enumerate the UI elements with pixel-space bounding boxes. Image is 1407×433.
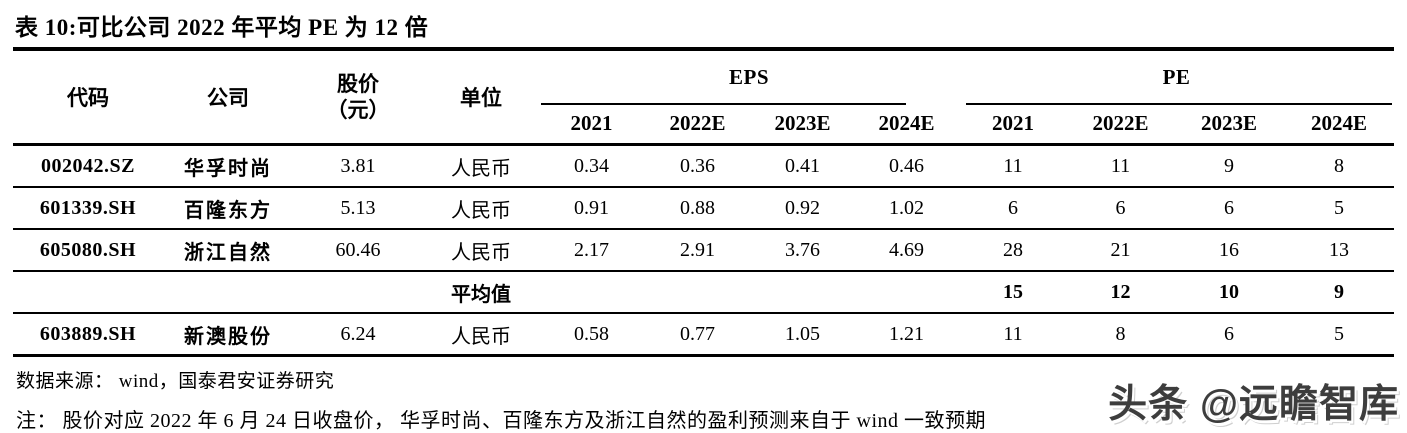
column-header-pe-2024e: 2024E bbox=[1284, 104, 1395, 146]
pe-cell: 8 bbox=[1284, 144, 1395, 188]
eps-cell: 2.91 bbox=[644, 229, 751, 272]
eps-cell: 1.02 bbox=[854, 187, 960, 230]
eps-cell: 0.88 bbox=[644, 187, 751, 230]
column-group-eps: EPS bbox=[539, 51, 959, 105]
column-group-pe: PE bbox=[959, 51, 1394, 105]
column-header-eps-2024e: 2024E bbox=[854, 104, 960, 146]
pe-cell: 5 bbox=[1284, 187, 1395, 230]
eps-cell: 0.34 bbox=[539, 144, 644, 188]
pe-cell: 11 bbox=[959, 144, 1068, 188]
unit-cell: 人民币 bbox=[423, 144, 539, 188]
table-row-bailong: 601339.SH 百隆东方 5.13 人民币 0.91 0.88 0.92 1… bbox=[13, 187, 1395, 230]
header-row-years: 2021 2022E 2023E 2024E 2021 2022E 2023E … bbox=[13, 104, 1395, 146]
pe-cell: 28 bbox=[959, 229, 1068, 272]
code-cell: 603889.SH bbox=[13, 313, 163, 357]
table-row-zhejiang: 605080.SH 浙江自然 60.46 人民币 2.17 2.91 3.76 … bbox=[13, 229, 1395, 272]
code-cell: 605080.SH bbox=[13, 229, 163, 272]
pe-cell: 6 bbox=[959, 187, 1068, 230]
pe-cell: 11 bbox=[1067, 144, 1175, 188]
column-header-pe-2022e: 2022E bbox=[1067, 104, 1175, 146]
data-source-text: 数据来源： wind，国泰君安证券研究 bbox=[16, 371, 335, 392]
pe-cell: 6 bbox=[1067, 187, 1175, 230]
unit-cell: 人民币 bbox=[423, 187, 539, 230]
column-header-pe-2023e: 2023E bbox=[1174, 104, 1285, 146]
table-title: 表 10:可比公司 2022 年平均 PE 为 12 倍 bbox=[15, 15, 429, 40]
unit-cell: 人民币 bbox=[423, 313, 539, 357]
pe-cell: 16 bbox=[1174, 229, 1285, 272]
code-cell: 002042.SZ bbox=[13, 144, 163, 188]
price-header-line1: 股价 bbox=[337, 72, 379, 96]
table-row-huafu: 002042.SZ 华孚时尚 3.81 人民币 0.34 0.36 0.41 0… bbox=[13, 144, 1395, 188]
eps-cell: 0.58 bbox=[539, 313, 644, 357]
pe-cell: 5 bbox=[1284, 313, 1395, 357]
company-cell bbox=[163, 271, 293, 314]
eps-cell bbox=[751, 271, 854, 314]
column-header-unit: 单位 bbox=[423, 51, 539, 146]
company-cell: 百隆东方 bbox=[163, 187, 293, 230]
column-header-price: 股价 （元） bbox=[293, 51, 423, 146]
company-cell: 浙江自然 bbox=[163, 229, 293, 272]
eps-cell: 1.21 bbox=[854, 313, 960, 357]
column-header-code: 代码 bbox=[13, 51, 163, 146]
eps-cell: 0.36 bbox=[644, 144, 751, 188]
eps-cell: 1.05 bbox=[751, 313, 854, 357]
eps-cell: 0.92 bbox=[751, 187, 854, 230]
table-row-average: 平均值 15 12 10 9 bbox=[13, 271, 1395, 314]
unit-cell: 人民币 bbox=[423, 229, 539, 272]
code-cell: 601339.SH bbox=[13, 187, 163, 230]
table-row-xinao: 603889.SH 新澳股份 6.24 人民币 0.58 0.77 1.05 1… bbox=[13, 313, 1395, 357]
pe-cell: 6 bbox=[1174, 313, 1285, 357]
price-cell: 60.46 bbox=[293, 229, 423, 272]
pe-cell: 10 bbox=[1174, 271, 1285, 314]
eps-cell bbox=[644, 271, 751, 314]
header-row-groups: 代码 公司 股价 （元） 单位 EPS PE bbox=[13, 51, 1394, 146]
watermark-text: 头条 @远瞻智库 bbox=[1108, 383, 1399, 426]
pe-cell: 8 bbox=[1067, 313, 1175, 357]
column-header-eps-2022e: 2022E bbox=[644, 104, 751, 146]
price-cell bbox=[293, 271, 423, 314]
eps-cell: 0.77 bbox=[644, 313, 751, 357]
column-header-company: 公司 bbox=[163, 51, 293, 146]
pe-cell: 12 bbox=[1067, 271, 1175, 314]
eps-cell: 2.17 bbox=[539, 229, 644, 272]
title-divider bbox=[13, 47, 1394, 51]
average-label-cell: 平均值 bbox=[423, 271, 539, 314]
company-cell: 新澳股份 bbox=[163, 313, 293, 357]
code-cell bbox=[13, 271, 163, 314]
eps-cell: 0.91 bbox=[539, 187, 644, 230]
pe-cell: 15 bbox=[959, 271, 1068, 314]
pe-cell: 9 bbox=[1284, 271, 1395, 314]
company-cell: 华孚时尚 bbox=[163, 144, 293, 188]
comparable-companies-table: 代码 公司 股价 （元） 单位 EPS PE 2021 2022E 2023E … bbox=[13, 51, 1395, 357]
eps-cell: 3.76 bbox=[751, 229, 854, 272]
pe-cell: 11 bbox=[959, 313, 1068, 357]
eps-cell: 0.41 bbox=[751, 144, 854, 188]
price-cell: 5.13 bbox=[293, 187, 423, 230]
eps-cell bbox=[539, 271, 644, 314]
price-cell: 3.81 bbox=[293, 144, 423, 188]
column-header-pe-2021: 2021 bbox=[959, 104, 1068, 146]
eps-cell: 4.69 bbox=[854, 229, 960, 272]
pe-cell: 13 bbox=[1284, 229, 1395, 272]
column-header-eps-2023e: 2023E bbox=[751, 104, 854, 146]
price-header-line2: （元） bbox=[326, 98, 390, 122]
eps-cell: 0.46 bbox=[854, 144, 960, 188]
pe-cell: 21 bbox=[1067, 229, 1175, 272]
price-cell: 6.24 bbox=[293, 313, 423, 357]
pe-cell: 9 bbox=[1174, 144, 1285, 188]
pe-cell: 6 bbox=[1174, 187, 1285, 230]
column-header-eps-2021: 2021 bbox=[539, 104, 644, 146]
eps-cell bbox=[854, 271, 960, 314]
